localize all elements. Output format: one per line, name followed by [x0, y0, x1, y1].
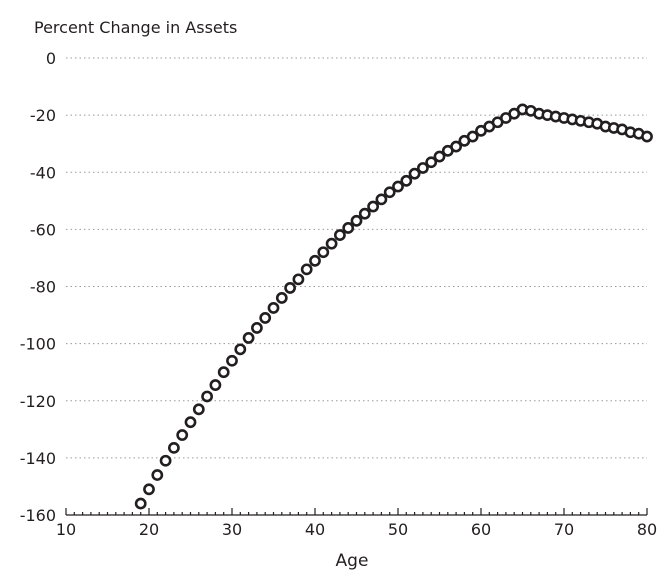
data-point: [342, 222, 355, 234]
x-tick-label: 80: [637, 520, 657, 539]
data-point: [242, 332, 255, 344]
x-axis-label: Age: [336, 551, 369, 571]
data-point: [267, 302, 280, 314]
data-point: [201, 390, 213, 403]
data-point: [408, 167, 421, 180]
data-points: [134, 103, 653, 510]
data-point: [192, 403, 205, 416]
data-point: [450, 140, 462, 153]
y-tick-label: -40: [30, 163, 56, 182]
data-point: [143, 483, 155, 496]
x-tick-label: 40: [305, 520, 325, 539]
data-point: [641, 130, 653, 143]
y-tick-label: -100: [20, 335, 56, 354]
data-point: [275, 292, 288, 304]
y-tick-label: -80: [30, 278, 56, 297]
x-tick-label: 70: [554, 520, 574, 539]
data-point: [284, 282, 296, 294]
data-point: [300, 263, 313, 276]
data-point: [134, 497, 147, 510]
data-point: [317, 246, 330, 259]
data-point: [375, 193, 388, 206]
x-axis: 10 20 30 40 50 60 70 80: [56, 508, 657, 539]
data-point: [367, 200, 379, 213]
data-point: [400, 174, 413, 187]
x-tick-label: 50: [388, 520, 408, 539]
data-point: [259, 312, 272, 324]
data-point: [159, 454, 172, 467]
data-point: [184, 416, 197, 429]
data-point: [350, 214, 363, 227]
y-tick-label: -160: [20, 506, 56, 525]
data-point: [425, 156, 438, 169]
data-point: [433, 150, 446, 163]
data-point: [176, 429, 189, 441]
data-point: [309, 254, 321, 267]
data-point: [226, 354, 238, 367]
data-point: [234, 343, 247, 356]
y-tick-label: -20: [30, 106, 56, 125]
data-point: [383, 186, 396, 199]
y-tick-label: -120: [20, 392, 56, 411]
y-axis-label: Percent Change in Assets: [34, 18, 237, 37]
y-tick-label: 0: [46, 49, 56, 68]
x-tick-label: 20: [139, 520, 159, 539]
y-tick-label: -140: [20, 449, 56, 468]
data-point: [292, 273, 305, 286]
data-point: [209, 379, 222, 391]
data-point: [416, 162, 429, 174]
y-axis-ticks: 0 -20 -40 -60 -80 -100 -120 -140 -160: [20, 49, 56, 525]
data-point: [167, 441, 180, 454]
data-point: [392, 180, 404, 193]
data-point: [358, 207, 371, 220]
x-tick-label: 10: [56, 520, 76, 539]
data-point: [217, 366, 230, 379]
y-tick-label: -60: [30, 220, 56, 239]
data-point: [325, 237, 338, 250]
x-tick-label: 30: [222, 520, 242, 539]
data-point: [250, 322, 263, 334]
data-point: [466, 130, 479, 143]
data-point: [333, 229, 346, 241]
data-point: [151, 469, 164, 481]
x-tick-label: 60: [471, 520, 491, 539]
